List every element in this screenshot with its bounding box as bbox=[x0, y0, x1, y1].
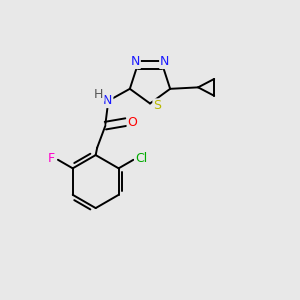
Text: O: O bbox=[128, 116, 137, 129]
Text: F: F bbox=[48, 152, 55, 165]
Text: N: N bbox=[103, 94, 112, 107]
Text: N: N bbox=[160, 55, 170, 68]
Text: N: N bbox=[130, 55, 140, 68]
Text: S: S bbox=[153, 99, 161, 112]
Text: H: H bbox=[94, 88, 104, 100]
Text: Cl: Cl bbox=[135, 152, 147, 165]
